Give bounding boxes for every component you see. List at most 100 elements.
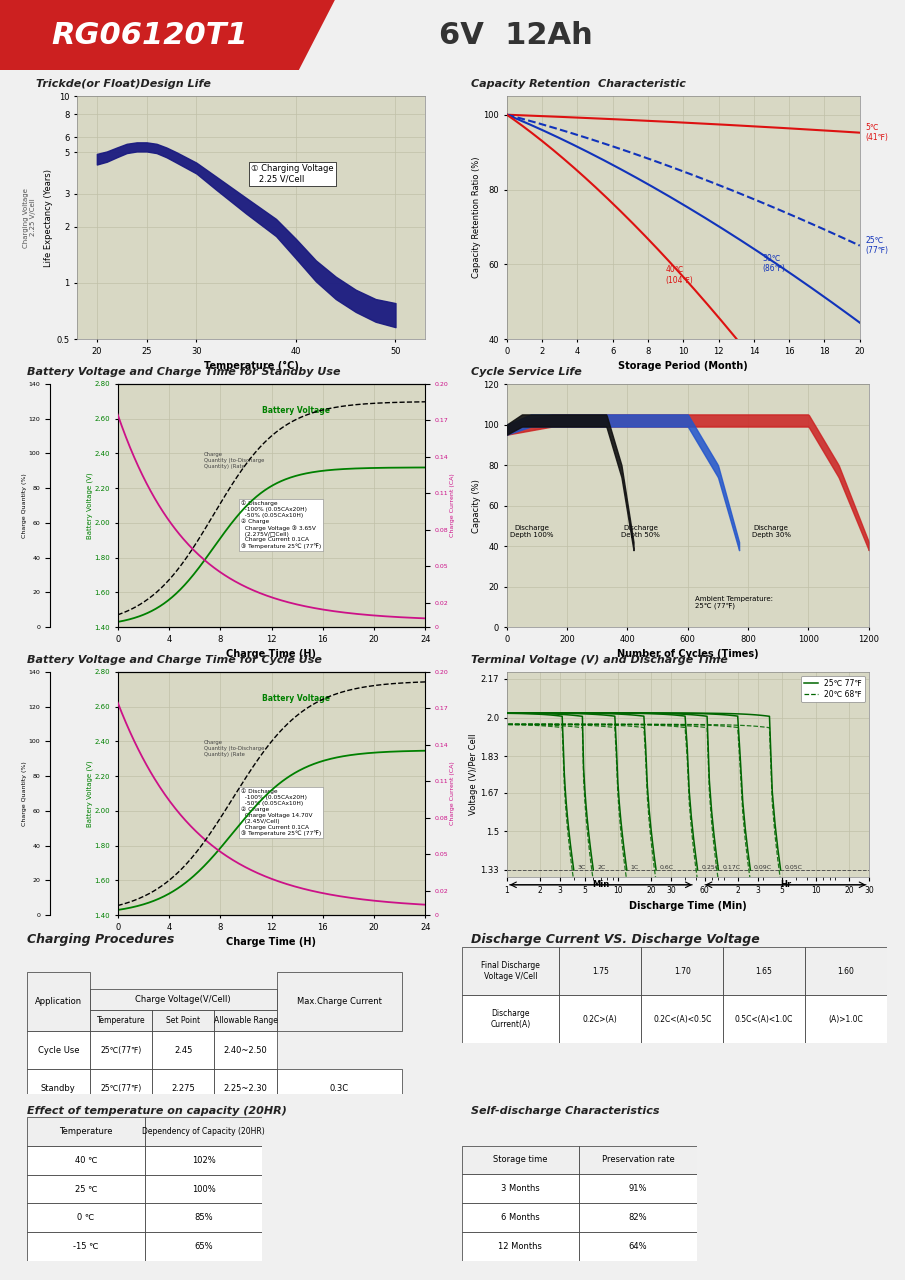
- Bar: [214, 1069, 277, 1107]
- Text: 100%: 100%: [192, 1184, 215, 1194]
- Bar: [145, 1146, 262, 1175]
- Y-axis label: Battery Voltage (V): Battery Voltage (V): [86, 472, 93, 539]
- Bar: [145, 1233, 262, 1261]
- Text: 1C: 1C: [631, 865, 639, 870]
- Text: 85%: 85%: [195, 1213, 213, 1222]
- Bar: [27, 1233, 145, 1261]
- Text: -15 ℃: -15 ℃: [73, 1242, 99, 1251]
- Text: 30℃
(86℉): 30℃ (86℉): [763, 253, 786, 273]
- Text: Battery Voltage: Battery Voltage: [262, 694, 330, 703]
- Y-axis label: Life Expectancy (Years): Life Expectancy (Years): [44, 169, 53, 266]
- Bar: [145, 1175, 262, 1203]
- Text: 0 ℃: 0 ℃: [77, 1213, 95, 1222]
- Text: 0.5C<(A)<1.0C: 0.5C<(A)<1.0C: [735, 1015, 794, 1024]
- Y-axis label: Charge Current (CA): Charge Current (CA): [450, 474, 455, 538]
- Text: Preservation rate: Preservation rate: [602, 1156, 674, 1165]
- Text: 0.17C: 0.17C: [722, 865, 740, 870]
- X-axis label: Storage Period (Month): Storage Period (Month): [618, 361, 748, 371]
- Bar: [559, 947, 642, 996]
- Text: Charge Voltage(V/Cell): Charge Voltage(V/Cell): [136, 996, 231, 1005]
- Text: 12 Months: 12 Months: [499, 1242, 542, 1251]
- Text: 2.275: 2.275: [171, 1084, 195, 1093]
- Text: 40 ℃: 40 ℃: [75, 1156, 97, 1165]
- Text: Self-discharge Characteristics: Self-discharge Characteristics: [471, 1106, 659, 1116]
- Text: 0.09C: 0.09C: [754, 865, 772, 870]
- Bar: [579, 1231, 697, 1261]
- Text: Effect of temperature on capacity (20HR): Effect of temperature on capacity (20HR): [27, 1106, 287, 1116]
- Text: 1.70: 1.70: [673, 966, 691, 975]
- Text: Min: Min: [592, 881, 610, 890]
- Text: 65%: 65%: [195, 1242, 213, 1251]
- Text: 25 ℃: 25 ℃: [75, 1184, 97, 1194]
- Text: 6 Months: 6 Months: [501, 1213, 539, 1222]
- Bar: [90, 1010, 152, 1032]
- Text: 0.2C<(A)<0.5C: 0.2C<(A)<0.5C: [653, 1015, 711, 1024]
- Text: ① Charging Voltage
   2.25 V/Cell: ① Charging Voltage 2.25 V/Cell: [251, 164, 334, 183]
- Text: 0.05C: 0.05C: [785, 865, 803, 870]
- Text: Discharge
Depth 30%: Discharge Depth 30%: [751, 525, 791, 538]
- X-axis label: Charge Time (H): Charge Time (H): [226, 649, 317, 659]
- Text: (A)>1.0C: (A)>1.0C: [829, 1015, 863, 1024]
- Y-axis label: Charge Current (CA): Charge Current (CA): [450, 762, 455, 826]
- Bar: [90, 1032, 152, 1069]
- Text: 2.45: 2.45: [174, 1046, 193, 1055]
- Text: 2C: 2C: [597, 865, 605, 870]
- Text: Charge
Quantity (to-Discharge
Quantity) (Rate: Charge Quantity (to-Discharge Quantity) …: [204, 452, 264, 468]
- Text: 0.2C>(A): 0.2C>(A): [583, 1015, 618, 1024]
- Bar: [152, 1069, 214, 1107]
- Text: Hr: Hr: [780, 881, 791, 890]
- Text: 0.6C: 0.6C: [660, 865, 674, 870]
- Polygon shape: [0, 0, 335, 70]
- Bar: [805, 996, 887, 1043]
- Text: Application: Application: [34, 997, 82, 1006]
- Bar: [27, 973, 90, 1032]
- Text: Max.Charge Current: Max.Charge Current: [297, 997, 382, 1006]
- Y-axis label: Battery Voltage (V): Battery Voltage (V): [86, 760, 93, 827]
- Bar: [90, 989, 277, 1010]
- Text: Discharge Current VS. Discharge Voltage: Discharge Current VS. Discharge Voltage: [471, 933, 759, 946]
- Bar: [642, 996, 723, 1043]
- Bar: [462, 1146, 579, 1175]
- Bar: [214, 1032, 277, 1069]
- Bar: [462, 1203, 579, 1231]
- Text: 40℃
(104℉): 40℃ (104℉): [666, 265, 693, 284]
- X-axis label: Charge Time (H): Charge Time (H): [226, 937, 317, 947]
- Text: Charging Procedures: Charging Procedures: [27, 933, 175, 946]
- Text: Set Point: Set Point: [167, 1016, 200, 1025]
- Bar: [579, 1146, 697, 1175]
- Text: Temperature: Temperature: [97, 1016, 145, 1025]
- Bar: [27, 1069, 90, 1107]
- Bar: [462, 1175, 579, 1203]
- Text: Charge
Quantity (to-Discharge
Quantity) (Rate: Charge Quantity (to-Discharge Quantity) …: [204, 740, 264, 756]
- Text: ① Discharge
  -100% (0.05CAx20H)
  -50% (0.05CAx10H)
② Charge
  Charge Voltage ③: ① Discharge -100% (0.05CAx20H) -50% (0.0…: [241, 500, 321, 549]
- Text: Allowable Range: Allowable Range: [214, 1016, 278, 1025]
- Text: Discharge
Current(A): Discharge Current(A): [491, 1010, 530, 1029]
- Bar: [642, 947, 723, 996]
- Text: Ambient Temperature:
25℃ (77℉): Ambient Temperature: 25℃ (77℉): [695, 595, 773, 609]
- Text: 3 Months: 3 Months: [501, 1184, 539, 1193]
- Y-axis label: Capacity (%): Capacity (%): [472, 479, 481, 532]
- Text: Storage time: Storage time: [493, 1156, 548, 1165]
- Text: 102%: 102%: [192, 1156, 215, 1165]
- Text: ① Discharge
  -100% (0.05CAx20H)
  -50% (0.05CAx10H)
② Charge
  Charge Voltage 1: ① Discharge -100% (0.05CAx20H) -50% (0.0…: [241, 788, 321, 837]
- Bar: [723, 996, 805, 1043]
- Text: 1.60: 1.60: [837, 966, 854, 975]
- Bar: [90, 1069, 152, 1107]
- Bar: [27, 1203, 145, 1233]
- Bar: [579, 1175, 697, 1203]
- Text: 0.25C: 0.25C: [701, 865, 719, 870]
- Text: 25℃
(77℉): 25℃ (77℉): [865, 236, 888, 255]
- Bar: [462, 996, 559, 1043]
- Text: 3C: 3C: [577, 865, 586, 870]
- Text: Battery Voltage and Charge Time for Cycle Use: Battery Voltage and Charge Time for Cycl…: [27, 655, 322, 666]
- Text: Battery Voltage: Battery Voltage: [262, 406, 330, 415]
- Text: 1.75: 1.75: [592, 966, 609, 975]
- Y-axis label: Capacity Retention Ratio (%): Capacity Retention Ratio (%): [472, 157, 481, 278]
- Legend: 25℃ 77℉, 20℃ 68℉: 25℃ 77℉, 20℃ 68℉: [802, 676, 865, 703]
- Text: Trickde(or Float)Design Life: Trickde(or Float)Design Life: [36, 79, 211, 90]
- Bar: [723, 947, 805, 996]
- Text: 2.25~2.30: 2.25~2.30: [224, 1084, 268, 1093]
- Text: Standby: Standby: [41, 1084, 76, 1093]
- Text: 91%: 91%: [629, 1184, 647, 1193]
- Bar: [27, 1117, 145, 1146]
